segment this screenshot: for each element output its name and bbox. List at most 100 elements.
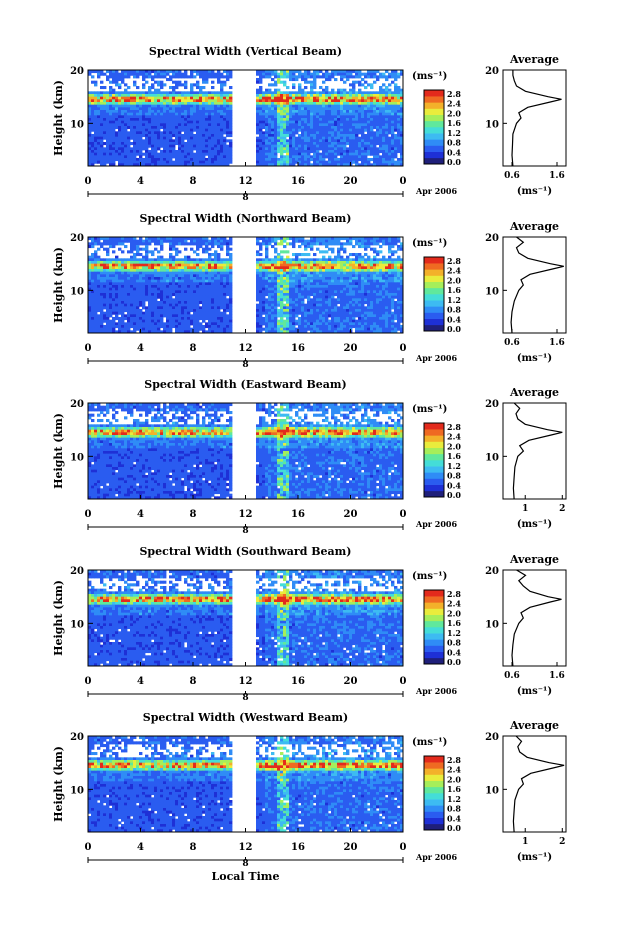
- heatmap-cell: [223, 118, 227, 122]
- heatmap-cell: [124, 150, 128, 154]
- heatmap-cell: [280, 290, 284, 294]
- heatmap-cell: [217, 263, 221, 267]
- heatmap-cell: [91, 274, 95, 278]
- heatmap-cell: [349, 263, 353, 267]
- heatmap-cell: [205, 147, 209, 151]
- heatmap-cell: [133, 102, 137, 106]
- heatmap-cell: [178, 134, 182, 138]
- heatmap-cell: [124, 139, 128, 143]
- heatmap-cell: [379, 86, 383, 90]
- heatmap-cell: [157, 237, 161, 241]
- heatmap-cell: [160, 285, 164, 289]
- heatmap-cell: [364, 110, 368, 114]
- heatmap-cell: [352, 142, 356, 146]
- heatmap-cell: [349, 128, 353, 132]
- heatmap-cell: [358, 245, 362, 249]
- heatmap-cell: [139, 118, 143, 122]
- heatmap-cell: [310, 96, 314, 100]
- heatmap-cell: [316, 269, 320, 273]
- heatmap-cell: [106, 120, 110, 124]
- heatmap-cell: [88, 136, 92, 140]
- heatmap-cell: [304, 242, 308, 246]
- heatmap-cell: [91, 147, 95, 151]
- heatmap-cell: [103, 247, 107, 251]
- heatmap-cell: [118, 277, 122, 281]
- heatmap-cell: [199, 258, 203, 262]
- heatmap-cell: [202, 279, 206, 283]
- heatmap-cell: [391, 158, 395, 162]
- heatmap-cell: [349, 271, 353, 275]
- heatmap-cell: [259, 75, 263, 79]
- heatmap-cell: [265, 104, 269, 108]
- heatmap-cell: [319, 102, 323, 106]
- heatmap-cell: [370, 150, 374, 154]
- heatmap-cell: [400, 115, 404, 119]
- heatmap-cell: [397, 266, 401, 270]
- heatmap-cell: [259, 136, 263, 140]
- heatmap-cell: [124, 271, 128, 275]
- heatmap-cell: [175, 253, 179, 257]
- heatmap-cell: [304, 271, 308, 275]
- heatmap-cell: [358, 274, 362, 278]
- heatmap-cell: [190, 139, 194, 143]
- heatmap-cell: [355, 239, 359, 243]
- heatmap-cell: [166, 96, 170, 100]
- heatmap-cell: [298, 126, 302, 130]
- heatmap-cell: [400, 144, 404, 148]
- heatmap-cell: [103, 91, 107, 95]
- heatmap-cell: [259, 279, 263, 283]
- heatmap-cell: [307, 91, 311, 95]
- heatmap-cell: [148, 99, 152, 103]
- heatmap-cell: [187, 282, 191, 286]
- heatmap-cell: [157, 72, 161, 76]
- heatmap-cell: [115, 142, 119, 146]
- heatmap-cell: [133, 128, 137, 132]
- heatmap-cell: [280, 269, 284, 273]
- heatmap-cell: [193, 134, 197, 138]
- heatmap-cell: [175, 104, 179, 108]
- heatmap-cell: [391, 263, 395, 267]
- heatmap-cell: [172, 110, 176, 114]
- heatmap-cell: [115, 290, 119, 294]
- heatmap-cell: [304, 126, 308, 130]
- heatmap-cell: [316, 110, 320, 114]
- heatmap-cell: [319, 263, 323, 267]
- heatmap-cell: [289, 72, 293, 76]
- heatmap-cell: [346, 261, 350, 265]
- heatmap-cell: [217, 158, 221, 162]
- heatmap-cell: [265, 158, 269, 162]
- heatmap-cell: [358, 255, 362, 259]
- heatmap-cell: [178, 160, 182, 164]
- heatmap-cell: [139, 158, 143, 162]
- heatmap-cell: [310, 261, 314, 265]
- heatmap-cell: [205, 163, 209, 167]
- heatmap-cell: [163, 99, 167, 103]
- heatmap-cell: [376, 128, 380, 132]
- heatmap-cell: [169, 126, 173, 130]
- heatmap-cell: [328, 96, 332, 100]
- heatmap-cell: [286, 279, 290, 283]
- heatmap-cell: [106, 258, 110, 262]
- heatmap-cell: [301, 91, 305, 95]
- heatmap-cell: [337, 72, 341, 76]
- heatmap-cell: [292, 287, 296, 291]
- heatmap-cell: [220, 285, 224, 289]
- heatmap-cell: [148, 94, 152, 98]
- heatmap-cell: [109, 131, 113, 135]
- heatmap-cell: [190, 142, 194, 146]
- heatmap-cell: [184, 83, 188, 87]
- heatmap-cell: [256, 78, 260, 82]
- heatmap-cell: [286, 99, 290, 103]
- heatmap-cell: [223, 160, 227, 164]
- heatmap-cell: [382, 163, 386, 167]
- heatmap-cell: [289, 271, 293, 275]
- heatmap-cell: [304, 104, 308, 108]
- heatmap-cell: [289, 128, 293, 132]
- heatmap-cell: [178, 128, 182, 132]
- heatmap-cell: [268, 293, 272, 297]
- heatmap-cell: [181, 155, 185, 159]
- heatmap-cell: [271, 70, 275, 74]
- heatmap-cell: [349, 237, 353, 241]
- heatmap-cell: [322, 242, 326, 246]
- heatmap-cell: [148, 134, 152, 138]
